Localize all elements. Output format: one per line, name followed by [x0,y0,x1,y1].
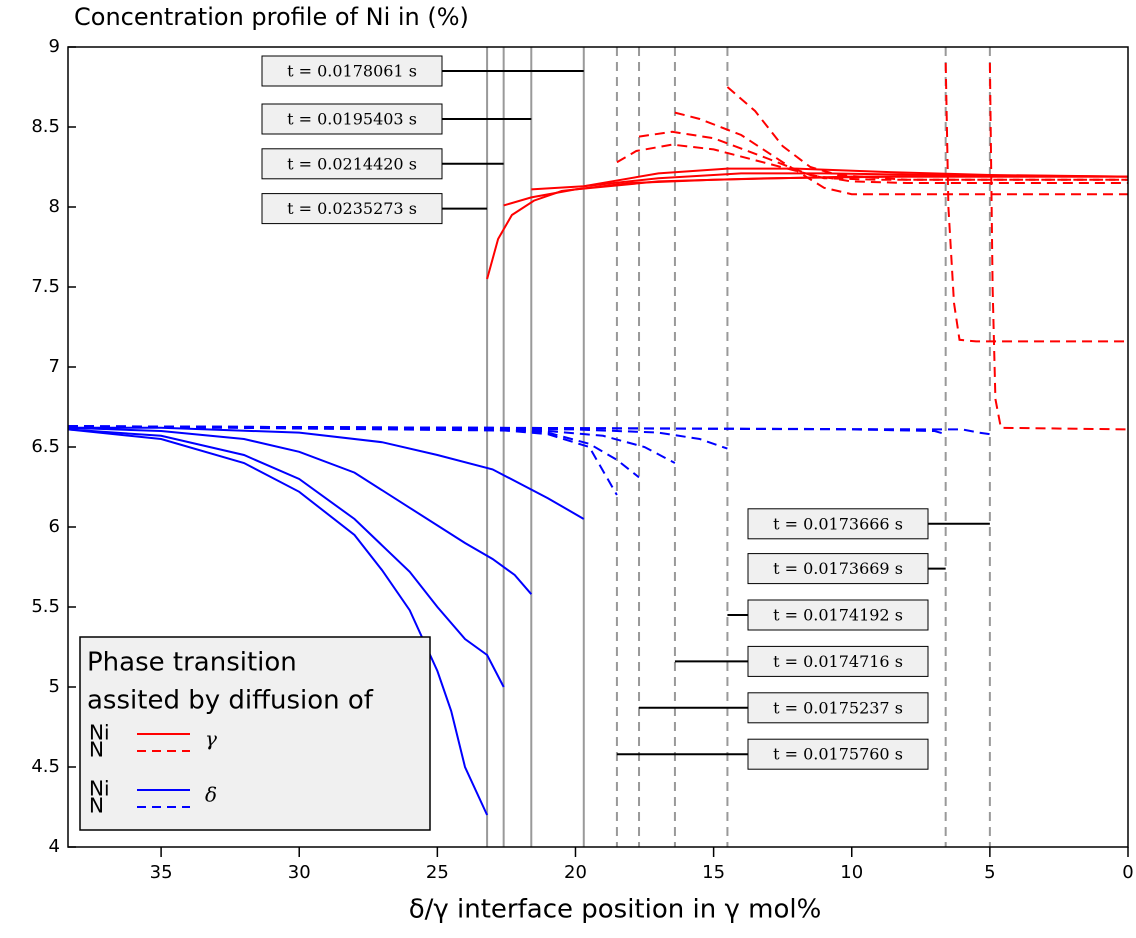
profile-line [67,425,676,464]
annotation-label: t = 0.0175237 s [773,698,903,717]
annotation-box [261,55,443,87]
annotation-label: t = 0.0175760 s [773,745,903,764]
legend-phase: γ [205,727,217,751]
annotation-box [747,553,929,585]
profile-line [67,428,489,816]
annotation-box [261,148,443,180]
y-tick-label: 7 [49,356,60,377]
profile-line [944,62,1128,343]
x-tick-label: 0 [1122,862,1133,883]
annotation-box [747,508,929,540]
y-tick-label: 4.5 [31,756,60,777]
legend-entry: N [89,738,104,762]
x-tick-label: 15 [702,862,725,883]
x-tick-label: 25 [426,862,449,883]
profile-line [67,428,505,688]
annotation-label: t = 0.0195403 s [287,110,417,129]
annotation-box [747,738,929,770]
x-tick-label: 5 [984,862,995,883]
y-tick-label: 5.5 [31,596,60,617]
legend-title: Phase transition [87,648,297,678]
plot-frame [67,46,1129,848]
profile-line [67,425,991,436]
profile-line [68,426,585,520]
y-tick-label: 5 [49,676,60,697]
annotation-box [747,645,929,677]
legend-entry: Ni [89,777,110,801]
annotation-label: t = 0.0174192 s [773,606,903,625]
legend-title: assited by diffusion of [87,686,374,716]
chart-title: Concentration profile of Ni in (%) [74,3,469,31]
y-tick-label: 4 [49,836,60,857]
x-tick-label: 20 [564,862,587,883]
annotation-box [747,599,929,631]
annotation-label: t = 0.0214420 s [287,154,417,173]
x-tick-label: 35 [150,862,173,883]
legend-entry: Ni [89,721,110,745]
profile-line [67,425,618,496]
y-tick-label: 8 [49,196,60,217]
y-tick-label: 7.5 [31,276,60,297]
y-tick-label: 6 [49,516,60,537]
y-tick-label: 6.5 [31,436,60,457]
profile-line [67,426,533,595]
annotation-box [261,103,443,135]
annotation-label: t = 0.0178061 s [287,62,417,81]
annotation-box [261,193,443,225]
x-tick-label: 30 [288,862,311,883]
y-tick-label: 9 [49,36,60,57]
annotation-box [747,692,929,724]
legend-entry: N [89,794,104,818]
annotation-label: t = 0.0173666 s [773,514,903,533]
x-axis-label: δ/γ interface position in γ mol% [409,895,822,925]
profile-line [726,86,1128,181]
annotation-label: t = 0.0174716 s [773,652,903,671]
profile-line [674,111,1128,196]
annotation-label: t = 0.0173669 s [773,559,903,578]
annotation-label: t = 0.0235273 s [287,199,417,218]
profile-line [638,130,1128,184]
profile-line [67,425,640,479]
y-tick-label: 8.5 [31,116,60,137]
profile-line [503,175,1128,207]
profile-line [988,62,1129,431]
legend-phase: δ [205,783,217,807]
x-tick-label: 10 [840,862,863,883]
